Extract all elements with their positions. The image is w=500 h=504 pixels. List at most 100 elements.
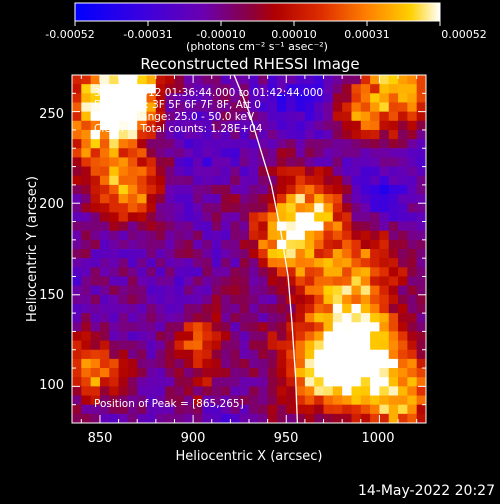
heatmap-pixel <box>267 368 278 378</box>
heatmap-pixel <box>370 221 381 232</box>
heatmap-pixel <box>72 120 82 131</box>
heatmap-pixel <box>416 120 426 131</box>
heatmap-pixel <box>193 139 204 149</box>
heatmap-pixel <box>370 413 381 423</box>
heatmap-pixel <box>286 285 297 296</box>
heatmap-pixel <box>193 322 204 333</box>
heatmap-pixel <box>137 404 148 415</box>
heatmap-pixel <box>258 358 269 369</box>
heatmap-pixel <box>398 194 408 204</box>
heatmap-pixel <box>416 395 426 406</box>
heatmap-pixel <box>81 148 92 159</box>
heatmap-pixel <box>379 322 390 333</box>
heatmap-pixel <box>416 175 426 186</box>
heatmap-pixel <box>351 148 362 159</box>
heatmap-pixel <box>388 276 399 287</box>
heatmap-pixel <box>72 404 82 415</box>
heatmap-pixel <box>370 377 381 387</box>
heatmap-pixel <box>332 221 343 232</box>
heatmap-pixel <box>81 258 92 268</box>
heatmap-pixel <box>286 139 297 149</box>
heatmap-pixel <box>304 258 315 268</box>
heatmap-pixel <box>304 413 315 423</box>
heatmap-pixel <box>146 413 157 423</box>
heatmap-pixel <box>314 184 325 195</box>
heatmap-pixel <box>183 129 194 140</box>
heatmap-pixel <box>276 175 287 186</box>
heatmap-pixel <box>388 303 399 314</box>
heatmap-pixel <box>165 285 176 296</box>
heatmap-pixel <box>267 294 278 305</box>
heatmap-pixel <box>388 358 399 369</box>
heatmap-pixel <box>249 75 259 85</box>
heatmap-pixel <box>267 203 278 213</box>
heatmap-pixel <box>379 194 390 204</box>
heatmap-pixel <box>351 194 362 204</box>
heatmap-pixel <box>118 129 129 140</box>
heatmap-pixel <box>239 386 250 397</box>
heatmap-pixel <box>146 230 157 241</box>
heatmap-pixel <box>267 111 278 122</box>
heatmap-pixel <box>295 377 306 387</box>
heatmap-pixel <box>249 184 259 195</box>
heatmap-pixel <box>379 75 390 85</box>
heatmap-pixel <box>416 331 426 342</box>
heatmap-pixel <box>127 84 138 94</box>
heatmap-pixel <box>230 386 241 397</box>
heatmap-pixel <box>81 166 92 177</box>
info-detectors: Detectors: 3F 5F 6F 7F 8F, Att 0 <box>94 99 261 111</box>
heatmap-pixel <box>286 102 297 113</box>
heatmap-pixel <box>155 395 166 406</box>
heatmap-pixel <box>99 184 110 195</box>
heatmap-pixel <box>239 157 250 168</box>
heatmap-pixel <box>379 212 390 223</box>
heatmap-pixel <box>165 194 176 204</box>
heatmap-pixel <box>370 139 381 149</box>
heatmap-pixel <box>165 148 176 159</box>
heatmap-pixel <box>127 331 138 342</box>
heatmap-pixel <box>183 239 194 250</box>
heatmap-pixel <box>72 349 82 360</box>
heatmap-pixel <box>323 93 334 104</box>
heatmap-pixel <box>388 93 399 104</box>
heatmap-pixel <box>81 285 92 296</box>
heatmap-pixel <box>99 157 110 168</box>
heatmap-pixel <box>72 377 82 387</box>
heatmap-pixel <box>155 184 166 195</box>
heatmap-pixel <box>416 239 426 250</box>
heatmap-pixel <box>370 239 381 250</box>
heatmap-pixel <box>286 249 297 259</box>
heatmap-pixel <box>249 148 259 159</box>
heatmap-pixel <box>137 203 148 213</box>
heatmap-pixel <box>221 377 231 387</box>
heatmap-pixel <box>351 267 362 278</box>
heatmap-pixel <box>258 313 269 323</box>
heatmap-pixel <box>416 93 426 104</box>
heatmap-pixel <box>221 84 231 94</box>
heatmap-pixel <box>155 230 166 241</box>
heatmap-pixel <box>286 203 297 213</box>
heatmap-pixel <box>193 377 204 387</box>
heatmap-pixel <box>398 230 408 241</box>
heatmap-pixel <box>118 221 129 232</box>
heatmap-pixel <box>314 303 325 314</box>
heatmap-pixel <box>276 377 287 387</box>
heatmap-pixel <box>146 184 157 195</box>
heatmap-pixel <box>323 294 334 305</box>
heatmap-pixel <box>295 93 306 104</box>
heatmap-pixel <box>118 93 129 104</box>
heatmap-pixel <box>276 258 287 268</box>
heatmap-pixel <box>239 212 250 223</box>
heatmap-pixel <box>314 175 325 186</box>
heatmap-pixel <box>407 349 418 360</box>
heatmap-pixel <box>183 267 194 278</box>
heatmap-pixel <box>351 322 362 333</box>
heatmap-pixel <box>267 194 278 204</box>
heatmap-pixel <box>165 221 176 232</box>
heatmap-pixel <box>258 102 269 113</box>
heatmap-pixel <box>398 166 408 177</box>
heatmap-pixel <box>286 166 297 177</box>
heatmap-pixel <box>360 276 371 287</box>
heatmap-pixel <box>407 212 418 223</box>
heatmap-pixel <box>193 249 204 259</box>
